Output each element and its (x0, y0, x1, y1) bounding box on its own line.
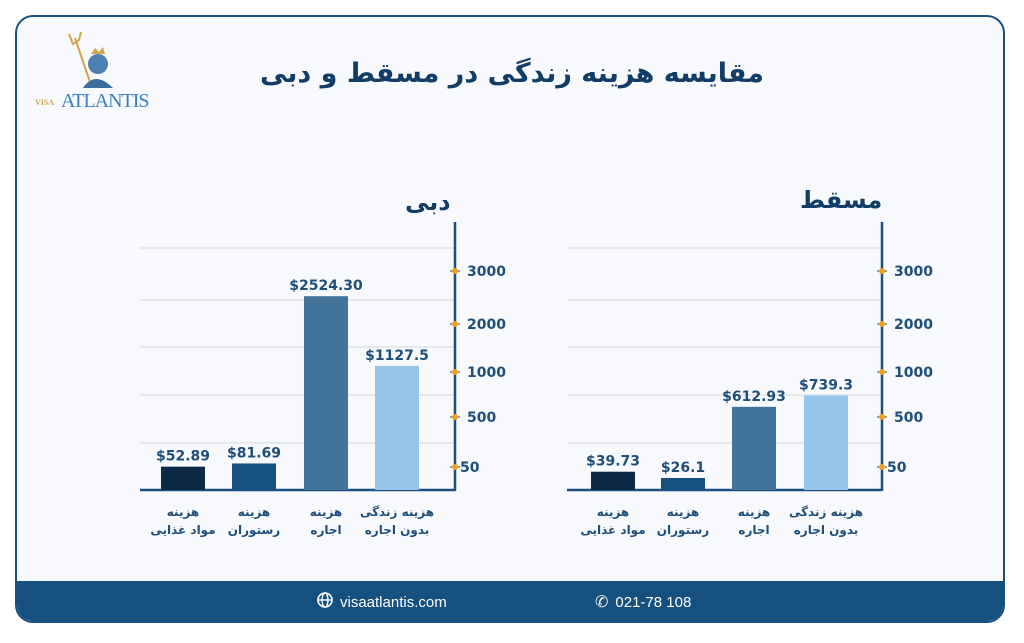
footer-website[interactable]: visaatlantis.com (317, 592, 447, 612)
globe-icon (317, 592, 333, 612)
footer-phone[interactable]: ✆ 021-78 108 (595, 592, 691, 612)
y-tick-dot (452, 369, 458, 375)
chart-title-dubai: دبی (405, 188, 451, 216)
bar (591, 471, 635, 490)
y-tick-dot (452, 268, 458, 274)
logo-visa-text: VISA (35, 98, 55, 107)
bar-data-label: $26.1 (661, 460, 705, 476)
bar (375, 365, 419, 490)
x-category-label: مواد غذایی (580, 523, 645, 538)
x-category-label: رستوران (228, 523, 280, 538)
bar-data-label: $52.89 (156, 449, 210, 465)
y-tick-label: 2000 (894, 317, 933, 333)
bar-data-label: $1127.5 (365, 348, 429, 364)
y-tick-label: 3000 (894, 264, 933, 280)
logo-brand-text: ATLANTIS (61, 90, 150, 112)
y-tick-label: 500 (467, 410, 496, 426)
phone-icon: ✆ (595, 594, 609, 611)
bar (804, 395, 848, 490)
y-tick-label: 50 (460, 460, 480, 476)
bar (732, 406, 776, 490)
x-category-label: هزینه (597, 505, 629, 519)
x-category-label: هزینه زندگی (789, 505, 863, 519)
x-category-label: بدون اجاره (794, 523, 859, 538)
bar (661, 477, 705, 490)
y-tick-label: 2000 (467, 317, 506, 333)
page-title: مقایسه هزینه زندگی در مسقط و دبی (259, 58, 765, 89)
y-tick-dot (879, 414, 885, 420)
bar (304, 296, 348, 490)
bar-data-label: $2524.30 (289, 278, 363, 294)
x-category-label: رستوران (657, 523, 709, 538)
x-category-label: مواد غذایی (150, 523, 215, 538)
y-tick-label: 500 (894, 410, 923, 426)
x-category-label: هزینه (667, 505, 699, 519)
footer: visaatlantis.com ✆ 021-78 108 (17, 581, 1003, 621)
website-text: visaatlantis.com (340, 593, 447, 611)
y-tick-dot (452, 321, 458, 327)
x-category-label: هزینه زندگی (360, 505, 434, 519)
y-tick-label: 50 (887, 460, 907, 476)
bar-data-label: $39.73 (586, 454, 640, 470)
y-tick-label: 3000 (467, 264, 506, 280)
bar-data-label: $612.93 (722, 389, 786, 405)
x-category-label: هزینه (738, 505, 770, 519)
x-category-label: هزینه (310, 505, 342, 519)
x-category-label: اجاره (738, 523, 769, 537)
y-tick-dot (879, 321, 885, 327)
x-category-label: بدون اجاره (365, 523, 430, 538)
y-tick-dot (879, 464, 885, 470)
bar-data-label: $739.3 (799, 377, 853, 393)
bar-data-label: $81.69 (227, 445, 281, 461)
x-category-label: هزینه (167, 505, 199, 519)
x-category-label: اجاره (310, 523, 341, 537)
infographic-card: visaatlantis.com ✆ 021-78 108 (15, 15, 1005, 623)
y-tick-label: 1000 (894, 365, 933, 381)
y-tick-dot (879, 369, 885, 375)
y-tick-dot (452, 464, 458, 470)
chart-title-muscat: مسقط (800, 186, 883, 214)
y-tick-dot (452, 414, 458, 420)
bar (161, 466, 205, 490)
x-category-label: هزینه (238, 505, 270, 519)
y-tick-label: 1000 (467, 365, 506, 381)
y-tick-dot (879, 268, 885, 274)
logo: VISA ATLANTIS (35, 30, 155, 120)
phone-text: 021-78 108 (615, 593, 692, 611)
poseidon-icon (68, 31, 113, 88)
bar (232, 463, 276, 490)
